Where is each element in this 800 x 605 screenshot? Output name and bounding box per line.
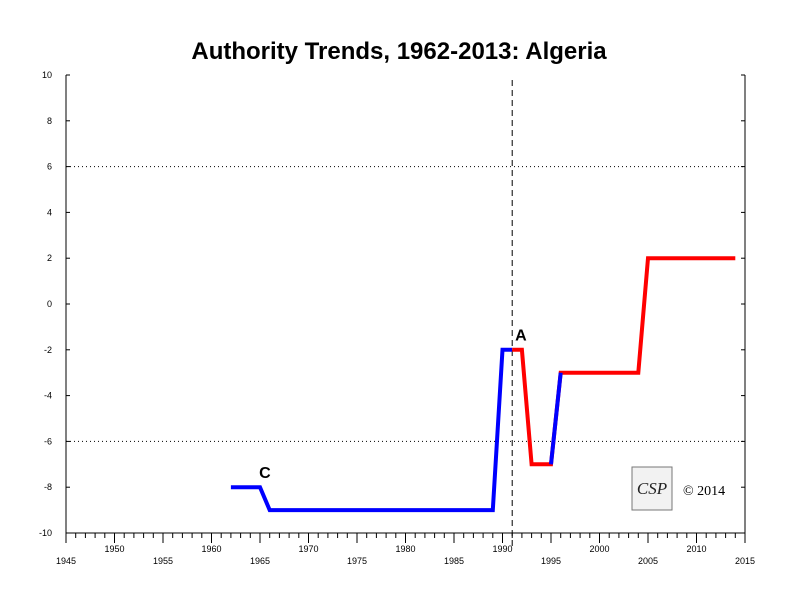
series-line-3 <box>549 372 563 465</box>
x-tick-label: 1960 <box>201 544 221 554</box>
copyright-label: © 2014 <box>683 484 725 499</box>
y-tick-label: -8 <box>44 482 52 492</box>
annotation-c: C <box>259 465 271 482</box>
x-tick-label: 1985 <box>444 556 464 566</box>
y-tick-label: 4 <box>47 207 52 217</box>
x-tick-label: 2015 <box>735 556 755 566</box>
series-lines <box>230 256 736 513</box>
x-tick-label: 1950 <box>104 544 124 554</box>
annotations: CA <box>259 328 527 482</box>
annotation-a: A <box>515 328 527 345</box>
y-tick-label: 8 <box>47 116 52 126</box>
y-tick-label: 0 <box>47 299 52 309</box>
series-line-2 <box>512 256 736 467</box>
series-line-1 <box>230 347 513 513</box>
x-tick-label: 1975 <box>347 556 367 566</box>
y-tick-label: 10 <box>42 70 52 80</box>
x-tick-label: 1995 <box>541 556 561 566</box>
y-tick-label: -4 <box>44 391 52 401</box>
x-tick-label: 1955 <box>153 556 173 566</box>
y-tick-label: 6 <box>47 162 52 172</box>
x-axis-ticks: 1945 1950 1955 1960 1965 1970 1975 1980 1985 1990… <box>56 533 755 566</box>
y-tick-label: -10 <box>39 528 52 538</box>
logo-frame <box>631 466 673 511</box>
x-tick-label: 1970 <box>298 544 318 554</box>
x-tick-label: 2005 <box>638 556 658 566</box>
y-axis-ticks: -10 -8 -6 -4 -2 0 2 4 6 8 10 <box>39 70 745 538</box>
reference-lines <box>66 80 745 546</box>
x-tick-label: 2000 <box>589 544 609 554</box>
x-tick-label: 1990 <box>492 544 512 554</box>
x-tick-label: 2010 <box>686 544 706 554</box>
x-tick-label: 1965 <box>250 556 270 566</box>
chart-title: Authority Trends, 1962-2013: Algeria <box>191 38 607 65</box>
y-tick-label: 2 <box>47 253 52 263</box>
x-tick-label: 1980 <box>395 544 415 554</box>
logo-text: CSP <box>637 479 667 498</box>
x-tick-label: 1945 <box>56 556 76 566</box>
y-tick-label: -2 <box>44 345 52 355</box>
csp-logo: CSP <box>631 466 673 511</box>
y-tick-label: -6 <box>44 436 52 446</box>
